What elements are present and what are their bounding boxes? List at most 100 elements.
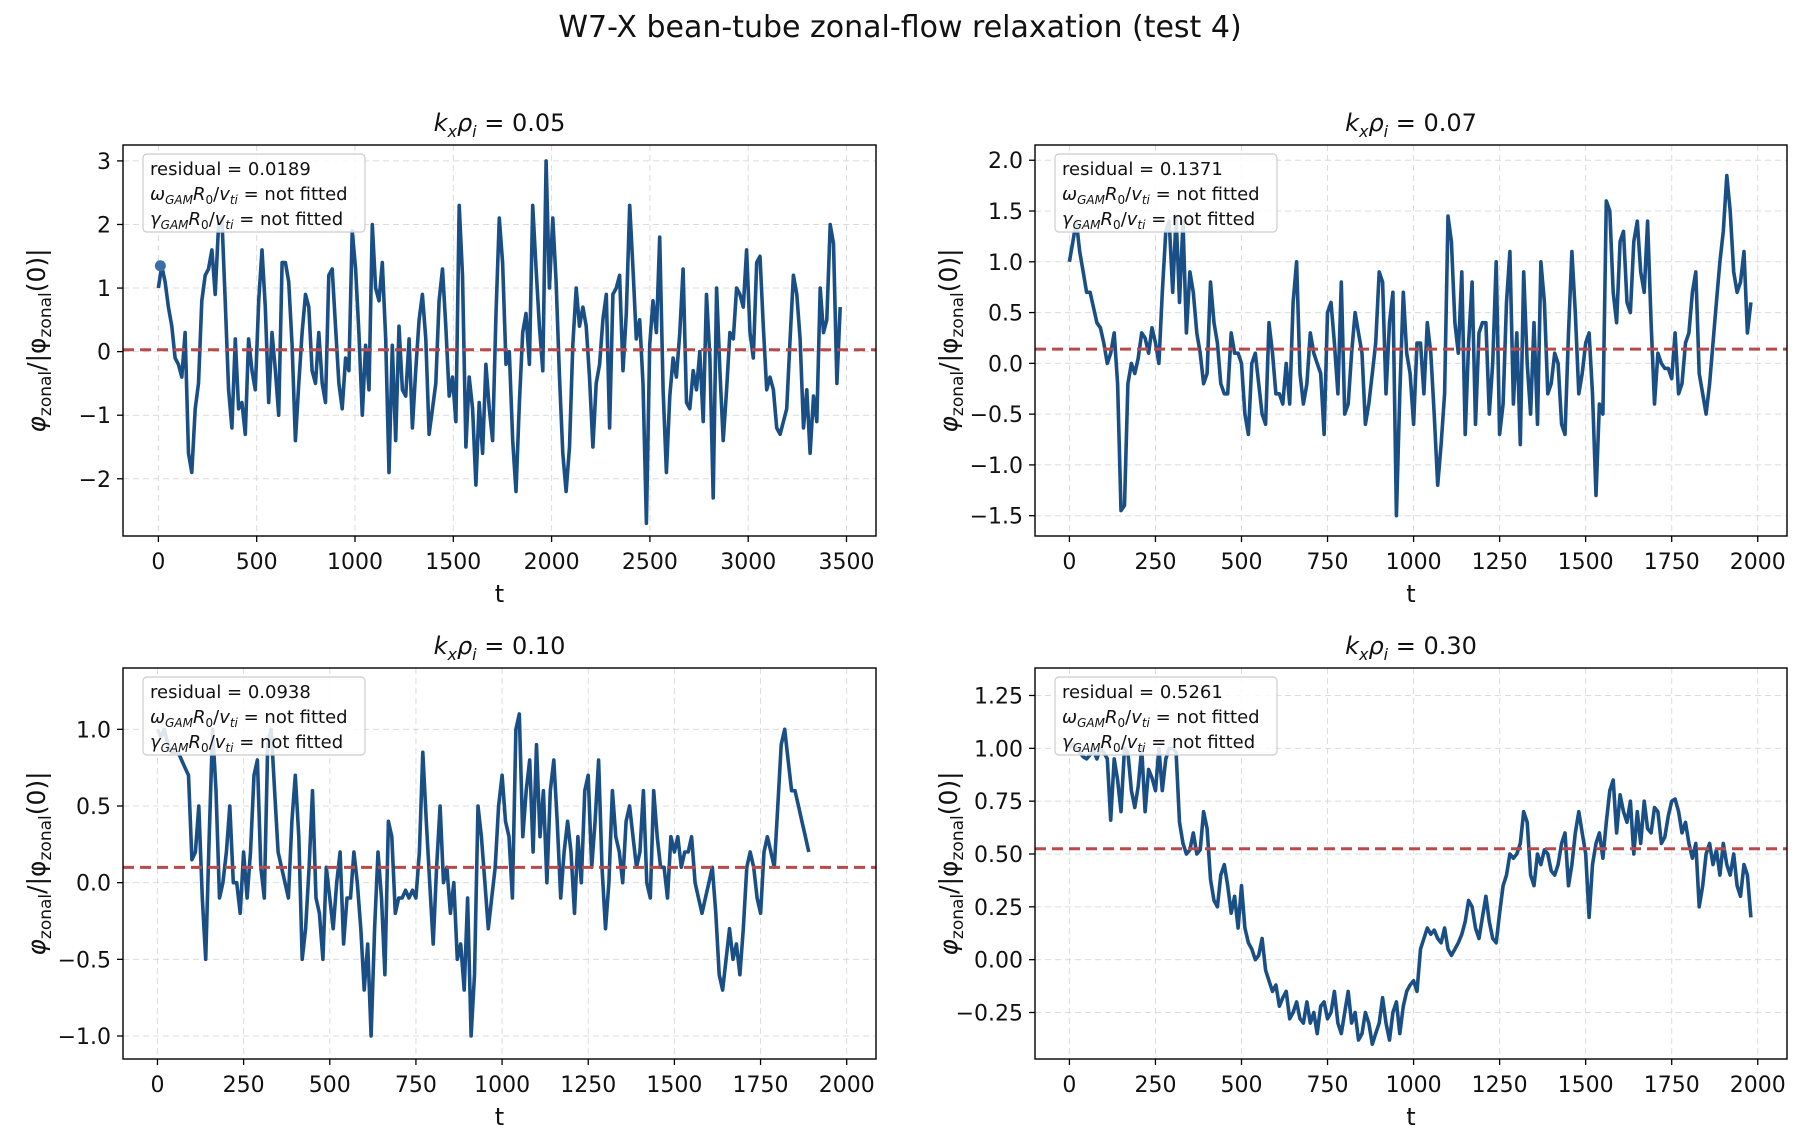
legend-box: residual = 0.0938 ωGAMR0/vti = not fitted…	[142, 676, 366, 756]
chart-panel-4: 0 250 500 750 1000 1250 1500 1750 2000 −0.25 0.00 0…	[934, 632, 1788, 1131]
axes-frame	[1034, 667, 1788, 1060]
x-tick-label: 250	[1134, 550, 1176, 575]
x-tick-label: 3000	[720, 550, 776, 575]
x-tick-label: 750	[395, 1073, 437, 1098]
x-axis-label: t	[495, 580, 504, 608]
x-tick-label: 1250	[1472, 1073, 1528, 1098]
x-tick-label: 1750	[733, 1073, 789, 1098]
x-tick-label: 1250	[1472, 550, 1528, 575]
start-marker	[154, 260, 166, 272]
x-tick-label: 1500	[646, 1073, 702, 1098]
y-tick-label: 2.0	[988, 149, 1023, 174]
x-tick-label: 500	[309, 1073, 351, 1098]
legend-residual: residual = 0.0938	[150, 682, 311, 703]
panel-title: kxρi = 0.05	[434, 109, 566, 141]
y-tick-label: 1.0	[988, 251, 1023, 276]
y-tick-label: −1	[79, 404, 111, 429]
x-tick-label: 1500	[425, 550, 481, 575]
x-tick-label: 1000	[1386, 550, 1442, 575]
x-tick-label: 1000	[327, 550, 383, 575]
series-line	[155, 712, 811, 1038]
y-tick-label: 0.75	[974, 790, 1023, 815]
x-tick-label: 0	[151, 550, 165, 575]
x-tick-label: 250	[223, 1073, 265, 1098]
y-tick-label: 0.5	[76, 795, 111, 820]
y-tick-label: −1.0	[58, 1025, 111, 1050]
x-tick-label: 750	[1307, 1073, 1349, 1098]
panel-title: kxρi = 0.30	[1345, 632, 1477, 664]
x-tick-label: 1500	[1558, 1073, 1614, 1098]
legend-frame	[142, 153, 366, 233]
legend-box: residual = 0.0189 ωGAMR0/vti = not fitted…	[142, 153, 366, 233]
y-tick-label: −0.5	[970, 403, 1023, 428]
x-tick-label: 500	[1220, 1073, 1262, 1098]
y-tick-label: −1.0	[970, 454, 1023, 479]
y-tick-label: 1.00	[974, 737, 1023, 762]
y-tick-label: 1.25	[974, 684, 1023, 709]
legend-frame	[142, 676, 366, 756]
x-tick-label: 0	[1062, 1073, 1076, 1098]
y-tick-label: −0.5	[58, 948, 111, 973]
y-tick-label: 0.0	[988, 352, 1023, 377]
x-tick-labels: 0 250 500 750 1000 1250 1500 1750 2000	[150, 1059, 875, 1098]
series-line	[156, 159, 842, 526]
chart-panel-2: 0 250 500 750 1000 1250 1500 1750 2000 −1.5 −1.0 −0…	[934, 109, 1788, 608]
y-tick-labels: −0.25 0.00 0.25 0.50 0.75 1.00 1.25	[956, 684, 1035, 1027]
y-axis-label: φzonal/|φzonal(0)|	[22, 771, 56, 955]
legend-gamma: γGAMR0/vti = not fitted	[1062, 732, 1255, 755]
legend-box: residual = 0.5261 ωGAMR0/vti = not fitted…	[1054, 676, 1278, 756]
axes-frame	[1034, 144, 1788, 537]
legend-frame	[1054, 153, 1278, 233]
x-axis-label: t	[1406, 1103, 1415, 1131]
x-tick-label: 500	[236, 550, 278, 575]
y-tick-label: 0	[97, 341, 111, 366]
y-tick-label: 2	[97, 213, 111, 238]
x-tick-labels: 0 250 500 750 1000 1250 1500 1750 2000	[1062, 1059, 1786, 1098]
legend-residual: residual = 0.5261	[1062, 682, 1223, 703]
x-tick-labels: 0 250 500 750 1000 1250 1500 1750 2000	[1062, 536, 1786, 575]
y-tick-label: 0.50	[974, 843, 1023, 868]
legend-omega: ωGAMR0/vti = not fitted	[150, 184, 348, 207]
x-tick-label: 0	[1062, 550, 1076, 575]
y-tick-label: −1.5	[970, 505, 1023, 530]
figure-title: W7-X bean-tube zonal-flow relaxation (te…	[558, 10, 1242, 45]
y-tick-label: 1.5	[988, 200, 1023, 225]
chart-panel-1: 0 500 1000 1500 2000 2500 3000 3500 −2 −1 0 1 2 3 t φzo…	[22, 109, 877, 608]
legend-omega: ωGAMR0/vti = not fitted	[1062, 184, 1260, 207]
x-tick-labels: 0 500 1000 1500 2000 2500 3000 3500	[151, 536, 875, 575]
y-tick-labels: −2 −1 0 1 2 3	[79, 150, 123, 493]
axes-frame	[122, 144, 877, 537]
x-tick-label: 3500	[819, 550, 875, 575]
panel-title: kxρi = 0.07	[1345, 109, 1477, 141]
legend-gamma: γGAMR0/vti = not fitted	[150, 209, 343, 232]
x-tick-label: 750	[1307, 550, 1349, 575]
legend-omega: ωGAMR0/vti = not fitted	[1062, 707, 1260, 730]
x-tick-label: 2000	[1730, 1073, 1786, 1098]
x-tick-label: 1000	[1386, 1073, 1442, 1098]
x-axis-label: t	[495, 1103, 504, 1131]
y-tick-label: 0.00	[974, 949, 1023, 974]
y-tick-labels: −1.0 −0.5 0.0 0.5 1.0	[58, 718, 123, 1050]
y-tick-label: 0.5	[988, 302, 1023, 327]
x-tick-label: 2500	[622, 550, 678, 575]
legend-residual: residual = 0.0189	[150, 159, 311, 180]
legend-omega: ωGAMR0/vti = not fitted	[150, 707, 348, 730]
x-tick-label: 2000	[1730, 550, 1786, 575]
y-tick-label: −0.25	[956, 1002, 1023, 1027]
x-tick-label: 250	[1134, 1073, 1176, 1098]
x-tick-label: 1500	[1558, 550, 1614, 575]
legend-residual: residual = 0.1371	[1062, 159, 1223, 180]
y-axis-label: φzonal/|φzonal(0)|	[934, 771, 968, 955]
y-tick-label: −2	[79, 468, 111, 493]
x-tick-label: 2000	[524, 550, 580, 575]
y-axis-label: φzonal/|φzonal(0)|	[22, 248, 56, 432]
x-axis-label: t	[1406, 580, 1415, 608]
y-axis-label: φzonal/|φzonal(0)|	[934, 248, 968, 432]
x-tick-label: 1000	[474, 1073, 530, 1098]
x-tick-label: 500	[1220, 550, 1262, 575]
x-tick-label: 1750	[1644, 550, 1700, 575]
legend-gamma: γGAMR0/vti = not fitted	[150, 732, 343, 755]
panel-title: kxρi = 0.10	[434, 632, 566, 664]
y-tick-label: 1.0	[76, 718, 111, 743]
